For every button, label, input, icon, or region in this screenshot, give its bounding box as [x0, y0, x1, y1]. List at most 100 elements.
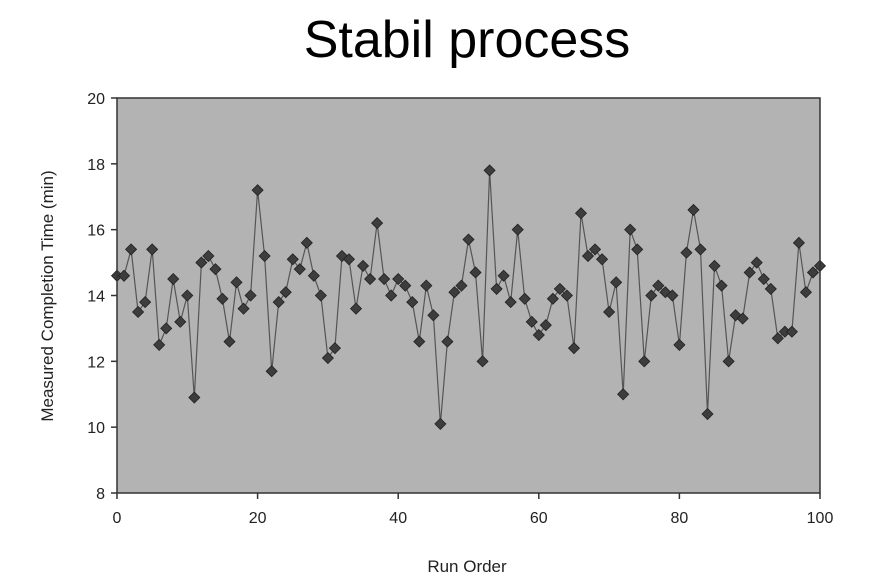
data-point: [603, 305, 616, 319]
data-point: [652, 279, 665, 292]
data-point: [504, 296, 517, 309]
data-point: [181, 289, 194, 302]
data-point: [764, 282, 777, 295]
data-point: [300, 236, 313, 249]
data-point: [153, 338, 166, 351]
data-point: [581, 249, 595, 263]
data-point: [286, 253, 299, 266]
y-tick-label: 8: [96, 486, 105, 503]
data-point: [638, 355, 651, 368]
data-point: [244, 289, 257, 302]
data-point: [160, 322, 173, 335]
x-tick-label: 20: [249, 510, 267, 527]
data-point: [610, 276, 623, 289]
x-tick-label: 40: [389, 510, 407, 527]
data-point: [406, 296, 419, 309]
data-point: [356, 259, 370, 272]
data-point: [441, 335, 454, 348]
data-point: [596, 253, 609, 266]
data-point: [701, 407, 714, 421]
data-point: [342, 253, 356, 266]
chart-title: Stabil process: [304, 11, 631, 69]
data-point: [518, 292, 531, 305]
data-point: [560, 289, 573, 302]
data-point: [378, 272, 391, 286]
data-point: [216, 292, 229, 305]
data-point: [708, 259, 721, 272]
data-point: [258, 249, 271, 263]
data-point: [328, 342, 341, 355]
data-point: [188, 391, 201, 404]
data-point: [427, 309, 440, 322]
data-point: [715, 279, 728, 292]
plot-frame: [116, 97, 821, 494]
data-point: [588, 243, 602, 256]
x-tick-label: 60: [530, 510, 548, 527]
y-tick-label: 10: [87, 420, 105, 437]
data-point: [117, 269, 131, 282]
data-point: [624, 223, 637, 236]
data-point: [139, 296, 152, 309]
data-point: [785, 325, 798, 338]
x-axis-label: Run Order: [427, 557, 507, 576]
data-point: [237, 302, 250, 315]
data-point: [174, 315, 187, 328]
data-point: [392, 272, 405, 286]
data-point: [195, 256, 208, 269]
data-point: [413, 335, 426, 348]
data-point: [743, 266, 756, 279]
data-point: [420, 279, 433, 292]
data-point: [314, 289, 327, 302]
data-point: [532, 328, 545, 342]
data-point: [469, 266, 482, 279]
data-point: [757, 272, 770, 286]
data-point: [567, 342, 581, 355]
data-point: [223, 335, 236, 348]
x-tick-label: 0: [113, 510, 122, 527]
x-tick-label: 80: [671, 510, 689, 527]
data-point: [631, 243, 644, 256]
data-point: [146, 243, 159, 256]
data-point: [525, 315, 538, 328]
data-point: [680, 246, 693, 259]
data-point: [539, 319, 552, 332]
data-point: [307, 269, 320, 282]
data-point: [750, 256, 763, 269]
data-point: [251, 184, 264, 197]
data-point: [167, 272, 180, 286]
data-point: [321, 351, 334, 365]
data-point: [293, 263, 306, 276]
data-point: [349, 302, 363, 315]
data-point: [476, 355, 489, 368]
data-point: [448, 286, 461, 299]
data-point: [455, 279, 468, 292]
data-point: [279, 286, 292, 299]
data-point: [132, 305, 145, 319]
data-point: [462, 233, 475, 246]
y-tick-label: 18: [87, 157, 105, 174]
data-point: [645, 289, 658, 302]
y-tick-label: 14: [87, 289, 105, 306]
y-axis: 8 10 12 14 16 18 20: [87, 91, 117, 503]
data-point: [272, 296, 285, 309]
data-point: [434, 417, 447, 430]
data-point: [371, 217, 384, 230]
data-point: [574, 207, 588, 220]
data-point: [364, 272, 377, 286]
data-point: [736, 312, 749, 325]
data-point: [694, 243, 707, 256]
data-point: [202, 249, 215, 263]
data-point: [511, 223, 524, 236]
data-point: [546, 292, 559, 305]
data-point: [687, 203, 700, 216]
data-point: [673, 338, 686, 351]
data-point: [209, 263, 222, 276]
data-point: [399, 279, 412, 292]
data-point: [771, 332, 784, 345]
data-point: [799, 286, 813, 299]
data-point: [265, 365, 278, 378]
data-point: [722, 355, 735, 368]
x-axis: 0 20 40 60 80 100: [113, 493, 833, 527]
data-point: [230, 276, 243, 289]
